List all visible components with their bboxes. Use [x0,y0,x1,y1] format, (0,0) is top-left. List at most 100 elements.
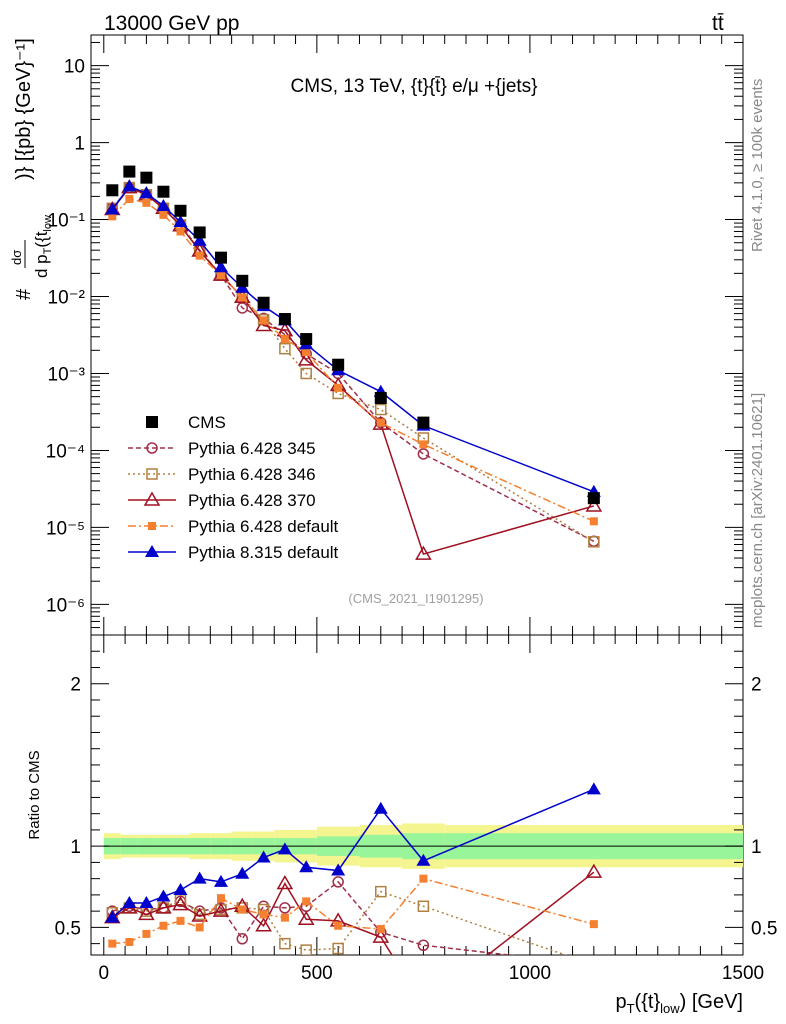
ratio-point [125,938,134,947]
ratio-point [276,875,294,890]
upper-series [104,165,603,560]
data-point [585,497,603,512]
upper-ylabel: # dσ d pT({tlow )} [{pb} {GeV}⁻¹] [9,38,54,300]
data-point [417,416,430,429]
legend-marker [148,522,156,530]
upper-y-tick-label: 10⁻³ [48,364,86,385]
ratio-point [334,921,343,930]
data-point [415,545,432,560]
ratio-point [417,939,430,952]
data-point [125,194,134,203]
ylabel-sigma: dσ [9,250,24,265]
upper-y-tick-label: 1 [74,134,85,155]
data-point [105,202,120,215]
ratio-point [105,910,120,923]
ratio-point [302,897,311,906]
ratio-point [216,894,225,903]
data-point [156,199,171,212]
data-point [140,171,153,184]
lower-y-tick-label-right: 0.5 [751,918,777,939]
lower-y-tick-label: 1 [70,837,81,858]
ylabel-denominator: d pT({tlow [32,215,54,278]
legend-item: Pythia 6.428 default [128,517,339,536]
data-point [236,274,249,287]
x-axis-label: pT({t}low) [GeV] [615,991,743,1016]
data-point [236,302,249,314]
data-point [588,536,600,548]
x-tick-label: 500 [301,963,333,984]
upper-y-tick-label: 10⁻⁶ [46,595,85,616]
ratio-point [375,885,387,898]
ratio-point [256,850,271,863]
upper-y-tick-label: 10⁻¹ [48,211,86,232]
mcplots-label: mcplots.cern.ch [arXiv:2401.10621] [749,393,766,628]
rivet-label: Rivet 4.1.0, ≥ 100k events [749,79,766,252]
ratio-point [589,960,599,970]
upper-y-tick-label: 10⁻⁵ [46,518,85,539]
analysis-watermark: (CMS_2021_I1901295) [348,591,483,606]
data-point [300,333,313,346]
data-point [122,179,137,192]
lower-y-tick-label: 2 [70,675,81,696]
ratio-point [238,905,247,914]
ylabel-units: )} [{pb} {GeV}⁻¹] [13,38,35,180]
ratio-point [108,939,117,948]
legend-item: Pythia 6.428 345 [128,439,316,458]
series-line [111,198,595,522]
series-cms [106,165,600,505]
ratio-ylabel: Ratio to CMS [26,750,43,839]
ratio-point [416,853,431,866]
legend: CMS Pythia 6.428 345 Pythia 6.428 346 Pythi… [128,413,339,562]
ratio-point [332,942,344,955]
lower-y-tick-label-right: 2 [751,675,762,696]
data-point [193,226,206,239]
data-point [213,260,228,273]
ratio-point [417,900,430,913]
ratio-point [300,944,312,955]
data-point [334,383,343,392]
upper-y-tick-label: 10⁻⁴ [46,441,85,462]
ratio-point [297,910,315,926]
x-tick-label: 1500 [722,963,764,984]
data-point [255,317,272,332]
data-point [139,186,154,199]
ratio-line [112,877,595,945]
ratio-point [176,916,185,925]
legend-marker [146,468,158,480]
ratio-point [155,899,172,914]
ratio-point [419,874,428,883]
data-point [417,448,430,460]
ratio-point [279,937,291,950]
series-pythia-8-315-default [105,179,601,497]
ylabel-hash: # [13,288,35,300]
ratio-point [585,863,603,878]
upper-axes: 10 1 10⁻¹ 10⁻² 10⁻³ 10⁻⁴ 10⁻⁵ 10⁻⁶ [46,35,744,636]
ratio-point [416,998,430,1010]
series-pythia-6-428-370 [104,179,603,560]
process-label: 13000 GeV pp [104,12,239,35]
data-point [238,293,247,302]
ratio-point [156,889,171,902]
ratio-pythia-6-428-default [108,874,598,948]
ratio-point [589,960,599,970]
data-point [142,198,151,207]
lower-series [104,782,603,1010]
ratio-point [172,896,189,911]
ratio-point [212,902,230,917]
legend-item: Pythia 6.428 370 [128,491,316,510]
ratio-point [331,863,346,876]
ratio-point [277,842,292,855]
ratio-point [299,860,314,873]
ratio-point [213,874,228,887]
data-point [302,348,311,357]
final-state-label: tt̄ [712,12,724,35]
data-point [108,212,117,221]
data-point [174,204,187,217]
series-line [111,186,595,543]
data-point [159,210,168,219]
x-tick-label: 1000 [509,963,551,984]
data-point [192,233,207,246]
ratio-point [173,883,188,896]
